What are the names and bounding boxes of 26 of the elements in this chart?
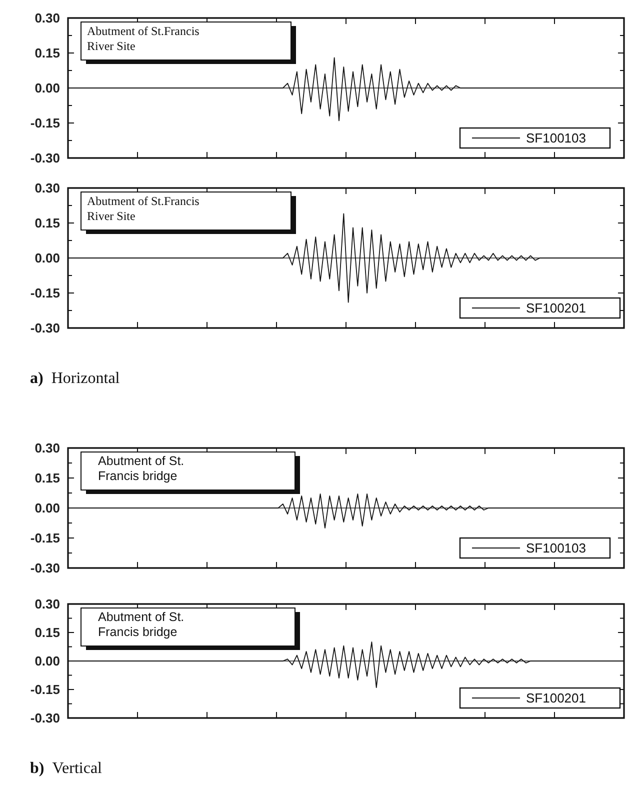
legend-label: SF100201 <box>526 690 586 706</box>
y-tick-label: 0.30 <box>34 596 60 612</box>
y-tick-label: 0.15 <box>34 46 60 61</box>
text: b) Vertical <box>30 760 103 777</box>
text: a) Horizontal <box>30 370 120 387</box>
y-tick-label: 0.15 <box>34 216 60 231</box>
y-tick-label: 0.00 <box>34 250 60 266</box>
y-tick-label: 0.30 <box>34 440 60 456</box>
y-tick-label: -0.30 <box>30 560 60 576</box>
y-tick-label: 0.00 <box>34 654 60 669</box>
y-tick-label: -0.15 <box>30 116 60 131</box>
y-tick-label: 0.30 <box>34 180 60 196</box>
y-tick-label: -0.15 <box>30 286 60 301</box>
y-tick-label: -0.30 <box>30 150 60 166</box>
y-tick-label: -0.30 <box>30 320 60 336</box>
y-tick-label: 0.30 <box>34 10 60 26</box>
y-tick-label: -0.15 <box>30 530 60 546</box>
legend-label: SF100201 <box>526 300 586 316</box>
y-tick-label: 0.00 <box>34 500 60 516</box>
y-tick-label: 0.15 <box>34 625 60 640</box>
y-tick-label: -0.30 <box>30 710 60 726</box>
y-tick-label: -0.15 <box>30 682 60 698</box>
y-tick-label: 0.15 <box>34 470 60 486</box>
legend-label: SF100103 <box>526 540 586 556</box>
legend-label: SF100103 <box>526 130 586 146</box>
y-tick-label: 0.00 <box>34 80 60 96</box>
